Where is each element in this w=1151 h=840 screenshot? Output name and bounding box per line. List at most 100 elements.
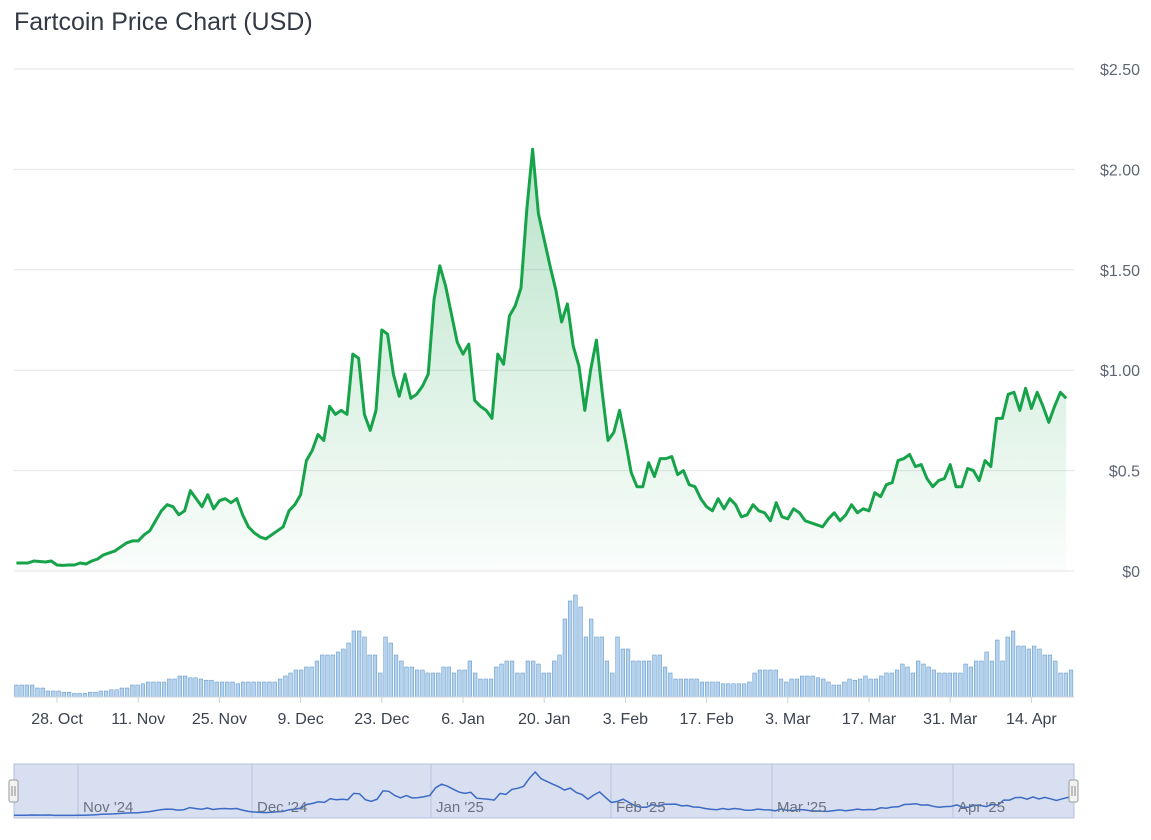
volume-bar	[794, 678, 799, 698]
navigator-label: Nov '24	[83, 799, 133, 816]
volume-bar	[567, 600, 573, 698]
x-tick-label: 28. Oct	[31, 711, 83, 728]
volume-bar	[1032, 645, 1037, 698]
volume-bar	[968, 666, 973, 698]
volume-bar	[673, 678, 678, 698]
volume-bar	[388, 642, 393, 698]
volume-bar	[436, 672, 441, 698]
volume-bar	[241, 681, 246, 698]
volume-bar	[778, 678, 784, 698]
volume-bar	[625, 648, 631, 698]
volume-bar	[705, 681, 710, 698]
volume-bar	[467, 660, 472, 698]
volume-bar	[56, 690, 61, 698]
volume-bar	[631, 660, 636, 698]
volume-bar	[546, 672, 552, 698]
volume-bar	[446, 666, 451, 698]
volume-bar	[995, 639, 1000, 698]
volume-bar	[910, 672, 915, 698]
volume-bar	[409, 666, 414, 698]
volume-bar	[520, 672, 525, 698]
volume-bar	[19, 684, 24, 698]
volume-bar	[267, 681, 272, 698]
volume-bar	[747, 681, 752, 698]
x-tick-label: 9. Dec	[277, 711, 323, 728]
volume-bar	[103, 690, 109, 698]
navigator-handle-right[interactable]	[1068, 779, 1079, 803]
volume-bars	[14, 594, 1074, 698]
volume-bar	[868, 678, 873, 698]
volume-bar	[288, 672, 293, 698]
volume-bar	[235, 683, 240, 698]
volume-bar	[1047, 654, 1053, 698]
navigator-selection[interactable]	[13, 763, 1075, 819]
volume-bar	[357, 630, 362, 698]
navigator-label: Jan '25	[436, 799, 484, 816]
volume-bar	[842, 681, 847, 698]
volume-bar	[204, 679, 209, 698]
volume-bar	[272, 681, 277, 698]
volume-bar	[557, 654, 562, 698]
volume-bar	[536, 663, 541, 698]
price-line[interactable]	[16, 147, 1068, 567]
volume-bar	[494, 666, 499, 698]
volume-bar	[989, 660, 995, 698]
volume-bar	[821, 678, 826, 698]
volume-bar	[1005, 636, 1010, 698]
volume-bar	[1010, 630, 1016, 698]
volume-bar	[979, 660, 984, 698]
volume-bar	[362, 636, 367, 698]
volume-bar	[604, 660, 610, 698]
volume-bar	[905, 666, 910, 698]
volume-bar	[1026, 648, 1031, 698]
volume-bar	[599, 636, 604, 698]
volume-bar	[483, 678, 488, 698]
volume-bar	[694, 678, 699, 698]
navigator-handle-left[interactable]	[8, 779, 19, 803]
x-tick-label: 3. Mar	[765, 711, 811, 728]
volume-bar	[209, 679, 214, 698]
volume-bar	[768, 669, 773, 698]
volume-bar	[509, 660, 515, 698]
x-tick-label: 31. Mar	[923, 711, 978, 728]
x-tick-label: 23. Dec	[354, 711, 409, 728]
chart-title: Fartcoin Price Chart (USD)	[14, 8, 313, 36]
volume-bar	[562, 618, 567, 698]
volume-bar	[399, 660, 404, 698]
volume-bar	[383, 636, 388, 698]
volume-bar	[156, 681, 161, 698]
volume-bar	[430, 672, 436, 698]
volume-bar	[256, 681, 262, 698]
volume-bar	[662, 666, 668, 698]
volume-bar	[958, 672, 963, 698]
navigator-label: Mar '25	[777, 799, 827, 816]
volume-bar	[146, 681, 151, 698]
y-tick-label: $2.50	[1100, 62, 1140, 79]
volume-bar	[583, 636, 589, 698]
x-tick-label: 11. Nov	[111, 711, 165, 728]
volume-bar	[1000, 660, 1005, 698]
volume-bar	[1042, 654, 1047, 698]
volume-bar	[277, 678, 283, 698]
navigator-label: Dec '24	[257, 799, 307, 816]
volume-bar	[393, 654, 399, 698]
volume-bar	[515, 672, 520, 698]
navigator[interactable]: Nov '24 Dec '24 Jan '25 Feb '25 Mar '25 Apr '…	[8, 763, 1079, 819]
x-axis: 28. Oct 11. Nov 25. Nov 9. Dec 23. Dec 6. Jan…	[31, 697, 1057, 728]
volume-bar	[98, 690, 103, 698]
volume-bar	[726, 683, 731, 698]
volume-bar	[731, 683, 736, 698]
volume-bar	[40, 687, 45, 698]
volume-bar	[531, 660, 536, 698]
volume-bar	[916, 660, 921, 698]
volume-bar	[66, 691, 72, 698]
volume-bar	[610, 672, 615, 698]
volume-bar	[641, 660, 647, 698]
volume-bar	[193, 677, 198, 698]
navigator-grid	[77, 764, 954, 818]
volume-bar	[140, 683, 146, 698]
volume-bar	[963, 663, 968, 698]
volume-bar	[578, 606, 583, 698]
volume-bar	[684, 678, 689, 698]
